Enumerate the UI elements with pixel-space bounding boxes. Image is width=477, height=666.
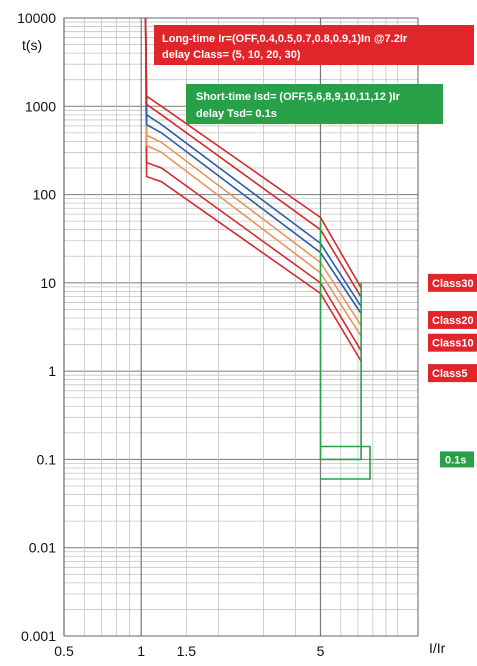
x-tick-label: 1 — [137, 643, 145, 659]
trip-curve — [144, 17, 362, 314]
class-tag — [428, 364, 477, 383]
trip-curve — [144, 17, 362, 298]
trip-curve — [144, 17, 362, 289]
x-tick-label: 0.5 — [54, 643, 74, 659]
plot-frame — [63, 17, 419, 637]
trip-curves — [144, 17, 362, 362]
y-tick-label: 0.001 — [21, 628, 56, 644]
y-tick-label: 10 — [40, 275, 56, 291]
class-tag-label: Class5 — [432, 368, 467, 380]
y-tick-label: 1 — [48, 363, 56, 379]
y-axis-label: t(s) — [22, 37, 42, 53]
short-time-curve — [319, 221, 371, 480]
tsd-tag-label: 0.1s — [445, 454, 466, 466]
x-axis-label: I/Ir — [429, 640, 446, 656]
long-time-line1: Long-time Ir=(OFF,0.4,0.5,0.7,0.8,0.9,1)… — [162, 33, 408, 45]
y-tick-label: 100 — [33, 187, 57, 203]
class-tag — [428, 273, 477, 292]
class-tag-label: Class20 — [432, 315, 474, 327]
class-tag-label: Class30 — [432, 278, 474, 290]
short-time-line1: Short-time Isd= (OFF,5,6,8,9,10,11,12 )I… — [196, 91, 401, 103]
curve-tags: Class30 Class20 Class10 Class5 0.1s — [428, 273, 477, 468]
trip-curve — [144, 17, 362, 352]
long-time-box: Long-time Ir=(OFF,0.4,0.5,0.7,0.8,0.9,1)… — [154, 25, 474, 65]
tsd-tag — [440, 451, 474, 468]
long-time-line2: delay Class= (5, 10, 20, 30) — [162, 49, 301, 61]
trip-curve — [144, 17, 362, 307]
short-time-band — [320, 445, 371, 480]
short-time-line2: delay Tsd= 0.1s — [196, 108, 277, 120]
y-tick-label: 10000 — [17, 10, 56, 26]
x-tick-label: 1.5 — [177, 643, 197, 659]
class-tag — [428, 310, 477, 329]
short-time-box: Short-time Isd= (OFF,5,6,8,9,10,11,12 )I… — [186, 84, 443, 124]
trip-curve — [144, 17, 362, 326]
x-tick-label: 5 — [317, 643, 325, 659]
class-tag — [428, 333, 477, 352]
trip-curve — [144, 17, 362, 362]
trip-curve — [144, 17, 362, 337]
y-tick-label: 0.1 — [37, 451, 57, 467]
class-tag-label: Class10 — [432, 338, 474, 350]
short-time-line — [319, 221, 362, 461]
y-tick-label: 0.01 — [29, 540, 56, 556]
y-tick-label: 1000 — [25, 98, 56, 114]
